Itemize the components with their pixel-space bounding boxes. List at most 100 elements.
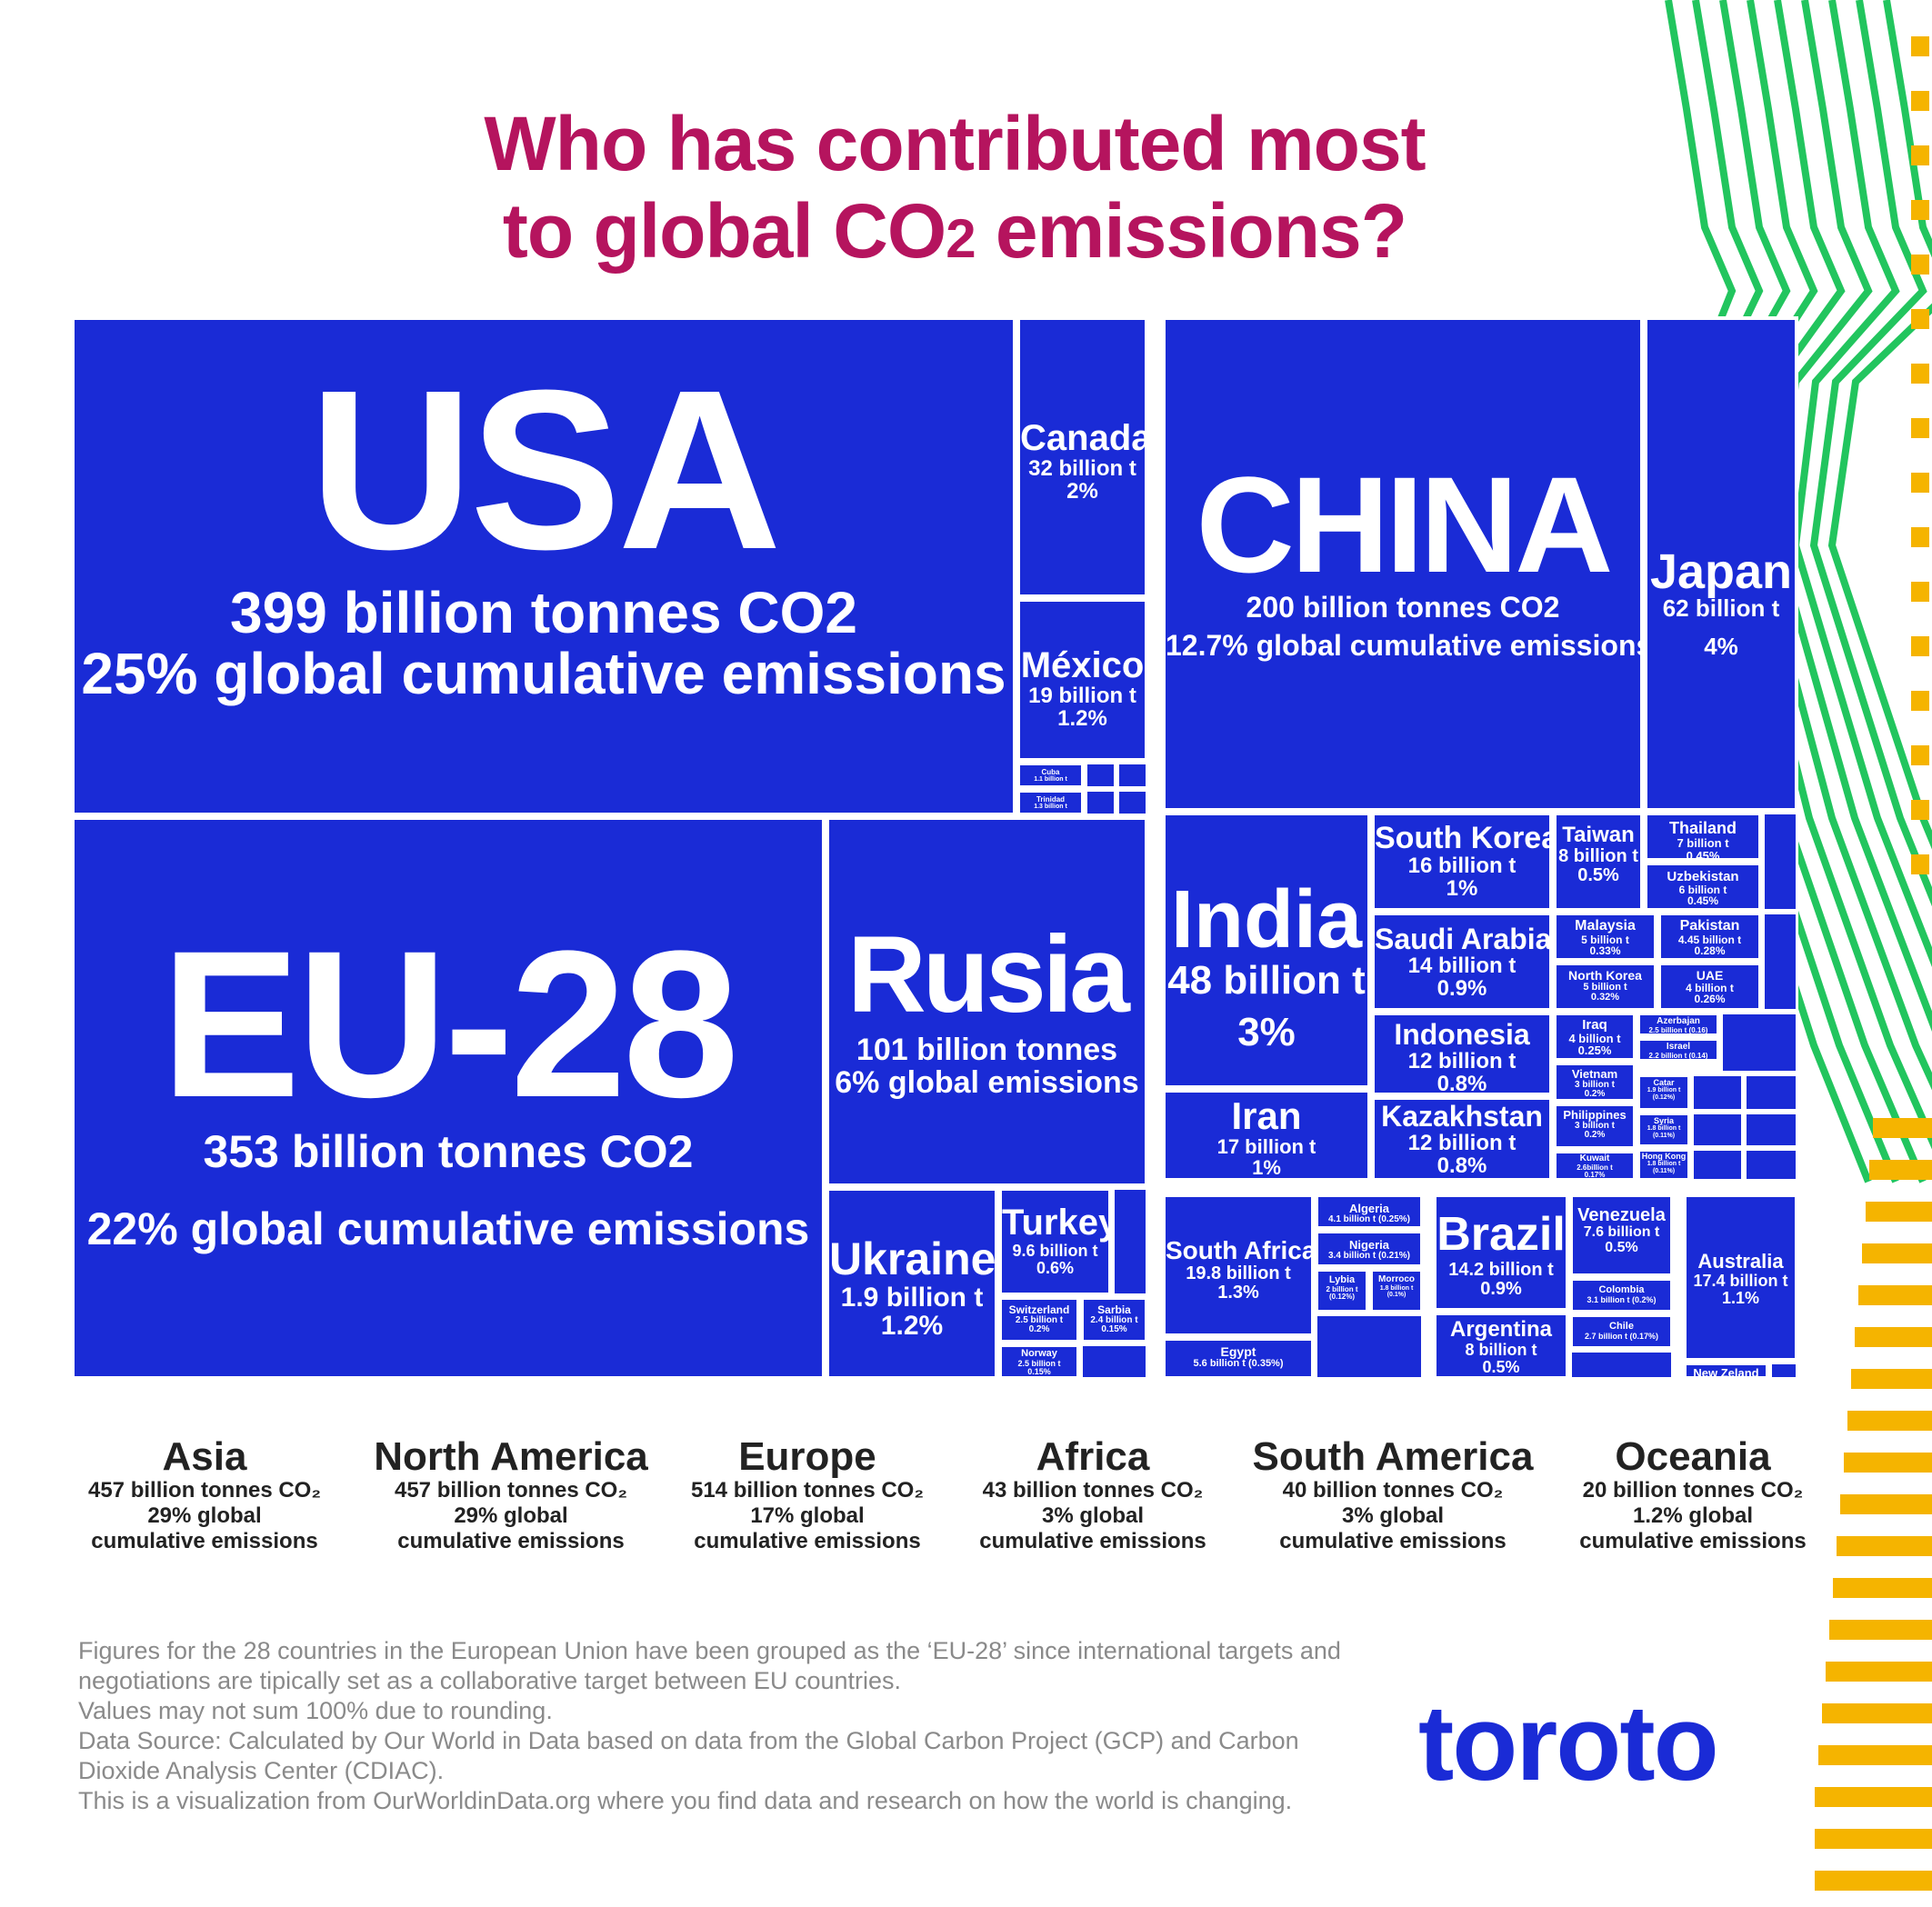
- tile-venezuela-value-2: 0.5%: [1605, 1239, 1638, 1255]
- tile-thailand-value-1: 7 billion t: [1677, 835, 1729, 850]
- tile-iraq: Iraq 4 billion t 0.25%: [1553, 1012, 1637, 1062]
- tile-canada-value-1: 32 billion t: [1028, 456, 1136, 481]
- tile-minor-14: [1569, 1350, 1674, 1380]
- tile-sarbia-value-2: 0.15%: [1101, 1324, 1127, 1335]
- tile-syria: Syria 1.8 billion t (0.11%): [1637, 1112, 1691, 1148]
- tile-egypt-name: Egypt: [1220, 1344, 1256, 1359]
- continent-south-america-name: South America: [1252, 1434, 1534, 1479]
- tile-india-value-1: 48 billion t: [1167, 958, 1366, 1003]
- tile-canada-name: Canada: [1020, 418, 1148, 458]
- tile-trinidad: Trinidad 1.3 billion t: [1016, 789, 1085, 816]
- tile-kazakhstan: Kazakhstan 12 billion t 0.8%: [1371, 1096, 1553, 1182]
- tile-azerbajan-value-1: 2.5 billion t (0.16): [1648, 1025, 1708, 1034]
- tile-israel-value-1: 2.2 billion t (0.14): [1648, 1051, 1708, 1060]
- continent-africa: Africa 43 billion tonnes CO₂ 3% global cumu…: [956, 1436, 1229, 1554]
- continent-north-america-value: 457 billion tonnes CO₂: [394, 1478, 628, 1503]
- footnotes: Figures for the 28 countries in the Euro…: [78, 1636, 1369, 1816]
- continent-south-america-suffix: cumulative emissions: [1279, 1529, 1507, 1553]
- tile-minor-6: [1691, 1112, 1744, 1148]
- tile-australia-value-2: 1.1%: [1721, 1289, 1760, 1307]
- tile-saudi-arabia-value-1: 14 billion t: [1407, 953, 1517, 978]
- tile-taiwan-name: Taiwan: [1562, 823, 1635, 847]
- tile-minor-7: [1744, 1112, 1798, 1148]
- tile-norway-name: Norway: [1021, 1348, 1057, 1359]
- tile-chile-name: Chile: [1609, 1321, 1634, 1332]
- tile-malaysia-value-1: 5 billion t: [1581, 933, 1629, 946]
- continent-north-america-name: North America: [374, 1434, 648, 1479]
- tile-algeria-value-1: 4.1 billion t (0.25%): [1327, 1213, 1411, 1224]
- tile-iran-value-1: 17 billion t: [1216, 1135, 1316, 1159]
- tile-lybia: Lybia 2 billion t (0.12%): [1315, 1268, 1369, 1313]
- continent-europe-name: Europe: [738, 1434, 876, 1479]
- tile-indonesia-value-2: 0.8%: [1436, 1071, 1487, 1096]
- tile-turkey: Turkey 9.6 billion t 0.6%: [998, 1187, 1112, 1296]
- tile-rusia: Rusia 101 billion tonnes 6% global emissio…: [826, 816, 1148, 1187]
- tile-uzbekistan-value-2: 0.45%: [1687, 894, 1719, 908]
- tile-vietnam: Vietnam 3 billion t 0.2%: [1553, 1062, 1637, 1103]
- tile-m-xico: México 19 billion t 1.2%: [1016, 598, 1148, 762]
- tile-norway-value-2: 0.15%: [1027, 1367, 1051, 1376]
- tile-canada: Canada 32 billion t 2%: [1016, 316, 1148, 598]
- tile-norway-value-1: 2.5 billion t: [1017, 1358, 1061, 1368]
- continent-asia-suffix: cumulative emissions: [91, 1529, 318, 1553]
- tile-venezuela-name: Venezuela: [1577, 1205, 1666, 1225]
- tile-uae-name: UAE: [1696, 968, 1724, 983]
- tile-m-xico-name: México: [1020, 645, 1145, 685]
- tile-argentina-name: Argentina: [1449, 1317, 1552, 1342]
- tile-trinidad-value-1: 1.3 billion t: [1034, 804, 1067, 811]
- continent-north-america: North America 457 billion tonnes CO₂ 29% g…: [356, 1436, 666, 1554]
- toroto-logo: toroto: [1418, 1683, 1719, 1803]
- tile-south-korea-name: South Korea: [1375, 821, 1553, 855]
- tile-iraq-name: Iraq: [1582, 1017, 1607, 1033]
- tile-azerbajan: Azerbajan 2.5 billion t (0.16): [1637, 1012, 1720, 1037]
- tile-m-xico-value-2: 1.2%: [1057, 706, 1107, 732]
- tile-south-africa-value-1: 19.8 billion t: [1186, 1263, 1291, 1284]
- tile-egypt-value-1: 5.6 billion t (0.35%): [1193, 1357, 1284, 1369]
- tile-taiwan-value-2: 0.5%: [1577, 865, 1619, 886]
- tile-trinidad-name: Trinidad: [1036, 795, 1066, 804]
- tile-australia-value-1: 17.4 billion t: [1693, 1272, 1788, 1291]
- continent-oceania-suffix: cumulative emissions: [1579, 1529, 1807, 1553]
- tile-minor-2: [1085, 789, 1116, 816]
- continent-africa-suffix: cumulative emissions: [979, 1529, 1206, 1553]
- tile-sarbia-value-1: 2.4 billion t: [1090, 1314, 1138, 1325]
- tile-japan-value-2: 4%: [1704, 632, 1738, 660]
- tile-brazil-value-1: 14.2 billion t: [1448, 1259, 1554, 1280]
- tile-minor-4: [1691, 1073, 1744, 1112]
- title-line-1: Who has contributed most: [484, 101, 1426, 186]
- tile-colombia: Colombia 3.1 billion t (0.2%): [1569, 1277, 1674, 1313]
- tile-malaysia-value-2: 0.33%: [1589, 944, 1621, 958]
- tile-nigeria: Nigeria 3.4 billion t (0.21%): [1315, 1230, 1424, 1268]
- tile-south-africa-name: South Africa: [1166, 1236, 1315, 1264]
- tile-north-korea-value-2: 0.32%: [1590, 992, 1620, 1003]
- tile-uzbekistan-name: Uzbekistan: [1667, 869, 1739, 884]
- tile-minor-16: [1080, 1343, 1148, 1380]
- tile-taiwan-value-1: 8 billion t: [1558, 846, 1638, 867]
- tile-catar-value-2: (0.12%): [1652, 1093, 1676, 1101]
- tile-algeria-name: Algeria: [1348, 1202, 1390, 1215]
- tile-iran-name: Iran: [1231, 1094, 1302, 1137]
- tile-south-africa: South Africa 19.8 billion t 1.3%: [1162, 1193, 1315, 1337]
- continent-asia-name: Asia: [162, 1434, 247, 1479]
- tile-minor-8: [1691, 1148, 1744, 1182]
- tile-australia-name: Australia: [1697, 1250, 1784, 1273]
- tile-india-name: India: [1170, 874, 1362, 965]
- tile-kazakhstan-value-1: 12 billion t: [1407, 1130, 1517, 1155]
- tile-philippines-name: Philippines: [1563, 1108, 1627, 1122]
- tile-north-korea-value-1: 5 billion t: [1583, 981, 1627, 993]
- tile-colombia-name: Colombia: [1598, 1284, 1645, 1295]
- tile-argentina-value-1: 8 billion t: [1465, 1341, 1537, 1360]
- tile-switzerland: Switzerland 2.5 billion t 0.2%: [998, 1296, 1080, 1343]
- continent-south-america: South America 40 billion tonnes CO₂ 3% glo…: [1247, 1436, 1538, 1554]
- tile-india-value-2: 3%: [1237, 1010, 1296, 1055]
- tile-vietnam-value-2: 0.2%: [1584, 1089, 1606, 1100]
- tile-turkey-value-1: 9.6 billion t: [1012, 1242, 1098, 1260]
- tile-china-name: CHINA: [1196, 448, 1614, 601]
- tile-catar: Catar 1.9 billion t (0.12%): [1637, 1073, 1691, 1112]
- tile-brazil-name: Brazil: [1436, 1208, 1566, 1261]
- tile-rusia-value-1: 101 billion tonnes: [856, 1033, 1118, 1067]
- tile-iran: Iran 17 billion t 1%: [1162, 1089, 1371, 1182]
- tile-kuwait: Kuwait 2.6billion t 0.17%: [1553, 1150, 1637, 1182]
